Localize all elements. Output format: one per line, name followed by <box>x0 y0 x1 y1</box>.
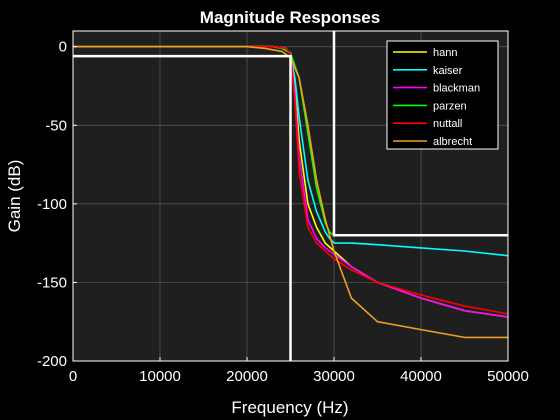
tick-labels: 0 10000 20000 30000 40000 50000 -200 -150 -100 -5… <box>37 39 529 385</box>
x-tick-label: 0 <box>69 368 77 385</box>
axes-frame <box>72 30 509 362</box>
x-axis-label: Frequency (Hz) <box>231 398 348 417</box>
x-tick-label: 40000 <box>400 368 442 385</box>
legend-label-parzen: parzen <box>433 100 467 112</box>
x-tick-label: 30000 <box>313 368 355 385</box>
y-tick-label: -50 <box>45 117 67 134</box>
y-tick-label: -200 <box>37 353 67 370</box>
spec-line <box>73 54 292 361</box>
legend-label-albrecht: albrecht <box>433 136 472 148</box>
legend: hann kaiser blackman parzen nuttall albrecht <box>386 40 499 150</box>
chart-title: Magnitude Responses <box>200 8 380 27</box>
spec-line <box>332 31 508 237</box>
legend-label-blackman: blackman <box>433 83 480 95</box>
series-line-albrecht <box>73 45 508 339</box>
spec-lines <box>73 31 508 361</box>
y-tick-label: -150 <box>37 274 67 291</box>
x-tick-label: 50000 <box>487 368 529 385</box>
x-tick-label: 20000 <box>226 368 268 385</box>
legend-label-hann: hann <box>433 47 457 59</box>
legend-label-kaiser: kaiser <box>433 65 463 77</box>
y-axis-label: Gain (dB) <box>5 160 24 233</box>
y-tick-label: -100 <box>37 196 67 213</box>
x-tick-label: 10000 <box>139 368 181 385</box>
series-line-nuttall <box>73 45 508 315</box>
legend-box <box>386 40 499 150</box>
y-tick-label: 0 <box>59 39 67 56</box>
legend-label-nuttall: nuttall <box>433 118 462 130</box>
series-lines <box>73 45 508 339</box>
